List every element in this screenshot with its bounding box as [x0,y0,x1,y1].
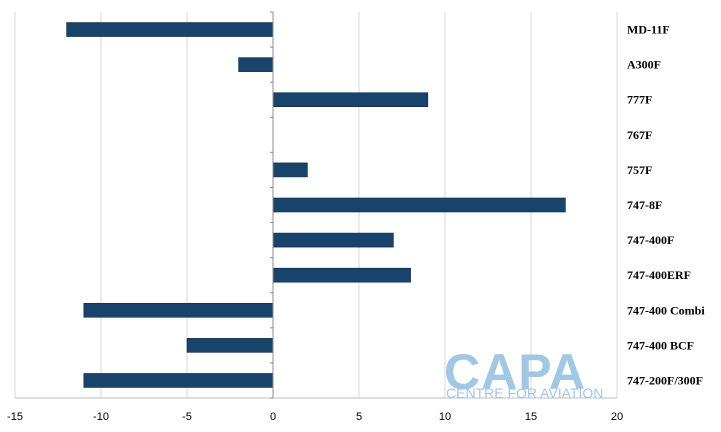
bar-series [66,22,566,388]
watermark-logo: CAPA [444,344,586,400]
category-label: 757F [627,163,652,177]
x-tick-label: 5 [356,411,362,423]
bar-747-400-bcf [186,338,274,353]
category-label: 747-200F/300F [627,373,703,387]
watermark-subtitle: CENTRE FOR AVIATION [446,385,603,401]
x-tick-label: 0 [270,411,276,423]
x-tick-label: -5 [182,411,192,423]
category-label: 747-8F [627,198,662,212]
bar-777f [272,92,429,108]
bar-md-11f [66,22,274,37]
category-label: 747-400 BCF [627,338,694,352]
category-label: A300F [627,58,661,72]
bar-747-400f [272,232,394,248]
y-axis [15,11,617,399]
x-tick-label: -15 [7,411,23,423]
category-label: MD-11F [627,23,670,37]
category-label: 767F [627,128,652,142]
x-tick-label: 20 [611,411,623,423]
bar-747-400erf [272,267,411,283]
bar-747-8f [272,197,566,213]
category-labels: MD-11F A300F 777F 767F 757F 747-8F 747-400F 747… [627,23,705,388]
bar-747-400-combi [83,302,274,318]
bar-a300f [238,57,274,72]
bar-747-200f-300f [83,373,274,388]
x-tick-label: 10 [439,411,451,423]
x-tick-labels: -15 -10 -5 0 5 10 15 20 [7,411,623,423]
category-label: 747-400F [627,233,674,247]
category-label: 777F [627,93,652,107]
category-label: 747-400 Combi [627,303,705,317]
x-tick-label: -10 [93,411,109,423]
capa-watermark: CAPA CENTRE FOR AVIATION [444,344,603,401]
category-label: 747-400ERF [627,268,691,282]
bar-757f [272,162,308,178]
x-tick-label: 15 [525,411,537,423]
